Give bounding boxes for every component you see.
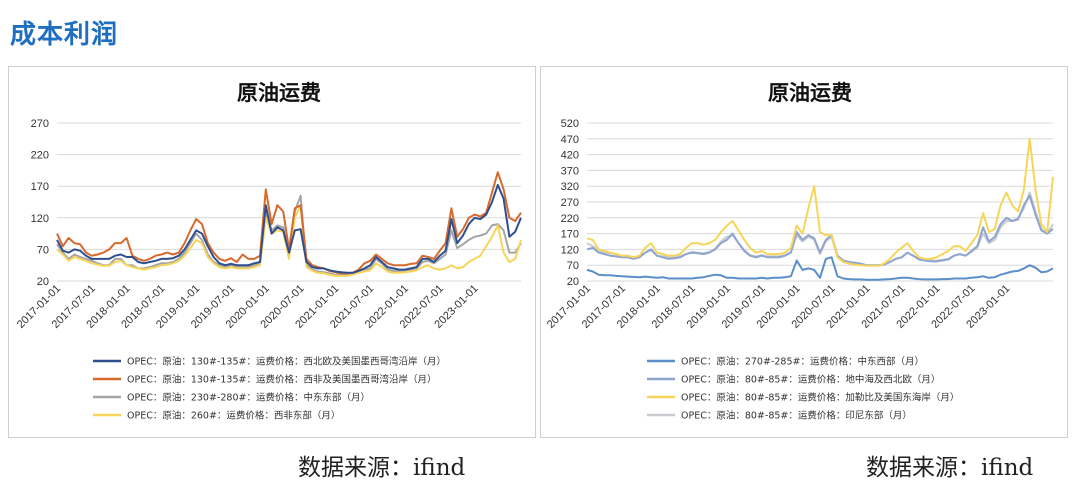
data-source-left: 数据来源：ifind [298,455,466,481]
series-line-2 [586,194,1054,267]
y-tick-label: 520 [561,118,579,130]
chart-panel-left: 原油运费 20 70 120 170 220 270 2017-01-01 2017-07-01… [8,66,536,438]
series-line-1 [586,256,1054,281]
chart-svg-left: 原油运费20701201702202702017-01-012017-07-01… [15,81,522,422]
y-tick-label: 220 [561,213,579,225]
y-tick-label: 20 [37,276,49,288]
legend-entry: OPEC：原油：80#-85#：运费价格：地中海及西北欧（月） [681,374,940,386]
chart-title: 原油运费 [237,81,321,105]
y-tick-label: 320 [561,181,579,193]
y-tick-label: 20 [567,276,579,288]
chart-svg-right: 原油运费20701201702202703203704204705202017-… [545,81,1054,422]
y-tick-label: 270 [31,118,49,130]
legend-entry: OPEC：原油：80#-85#：运费价格：印尼东部（月） [681,410,912,422]
y-tick-label: 220 [31,150,49,162]
legend-entry: OPEC：原油：230#-280#：运费价格：中东东部（月） [127,392,370,404]
y-tick-label: 120 [31,213,49,225]
series-line-1 [56,183,522,274]
y-tick-label: 270 [561,197,579,209]
y-tick-label: 170 [31,181,49,193]
y-tick-label: 170 [561,229,579,241]
series-line-4 [56,204,522,277]
y-tick-label: 370 [561,165,579,177]
legend-entry: OPEC：原油：270#-285#：运费价格：中东西部（月） [681,356,924,368]
legend-entry: OPEC：原油：130#-135#：运费价格：西非及美国墨西哥湾沿岸（月） [127,374,436,386]
chart-panel-right: 原油运费 20 70 120 170 220 270 320 370 420 470 520 2017-… [540,66,1068,438]
legend-entry: OPEC：原油：80#-85#：运费价格：加勒比及美国东海岸（月） [681,392,959,404]
chart-title: 原油运费 [768,81,852,105]
y-tick-label: 470 [561,134,579,146]
y-tick-label: 70 [37,244,49,256]
legend-entry: OPEC：原油：130#-135#：运费价格：西北欧及美国墨西哥湾沿岸（月） [127,356,446,368]
y-tick-label: 70 [567,260,579,272]
series-line-3 [586,137,1054,267]
section-title: 成本利润 [10,20,119,50]
legend-entry: OPEC：原油：260#：运费价格：西非东部（月） [127,410,340,422]
data-source-right: 数据来源：ifind [866,455,1034,481]
series-line-4 [586,191,1054,267]
y-tick-label: 420 [561,150,579,162]
y-tick-label: 120 [561,244,579,256]
